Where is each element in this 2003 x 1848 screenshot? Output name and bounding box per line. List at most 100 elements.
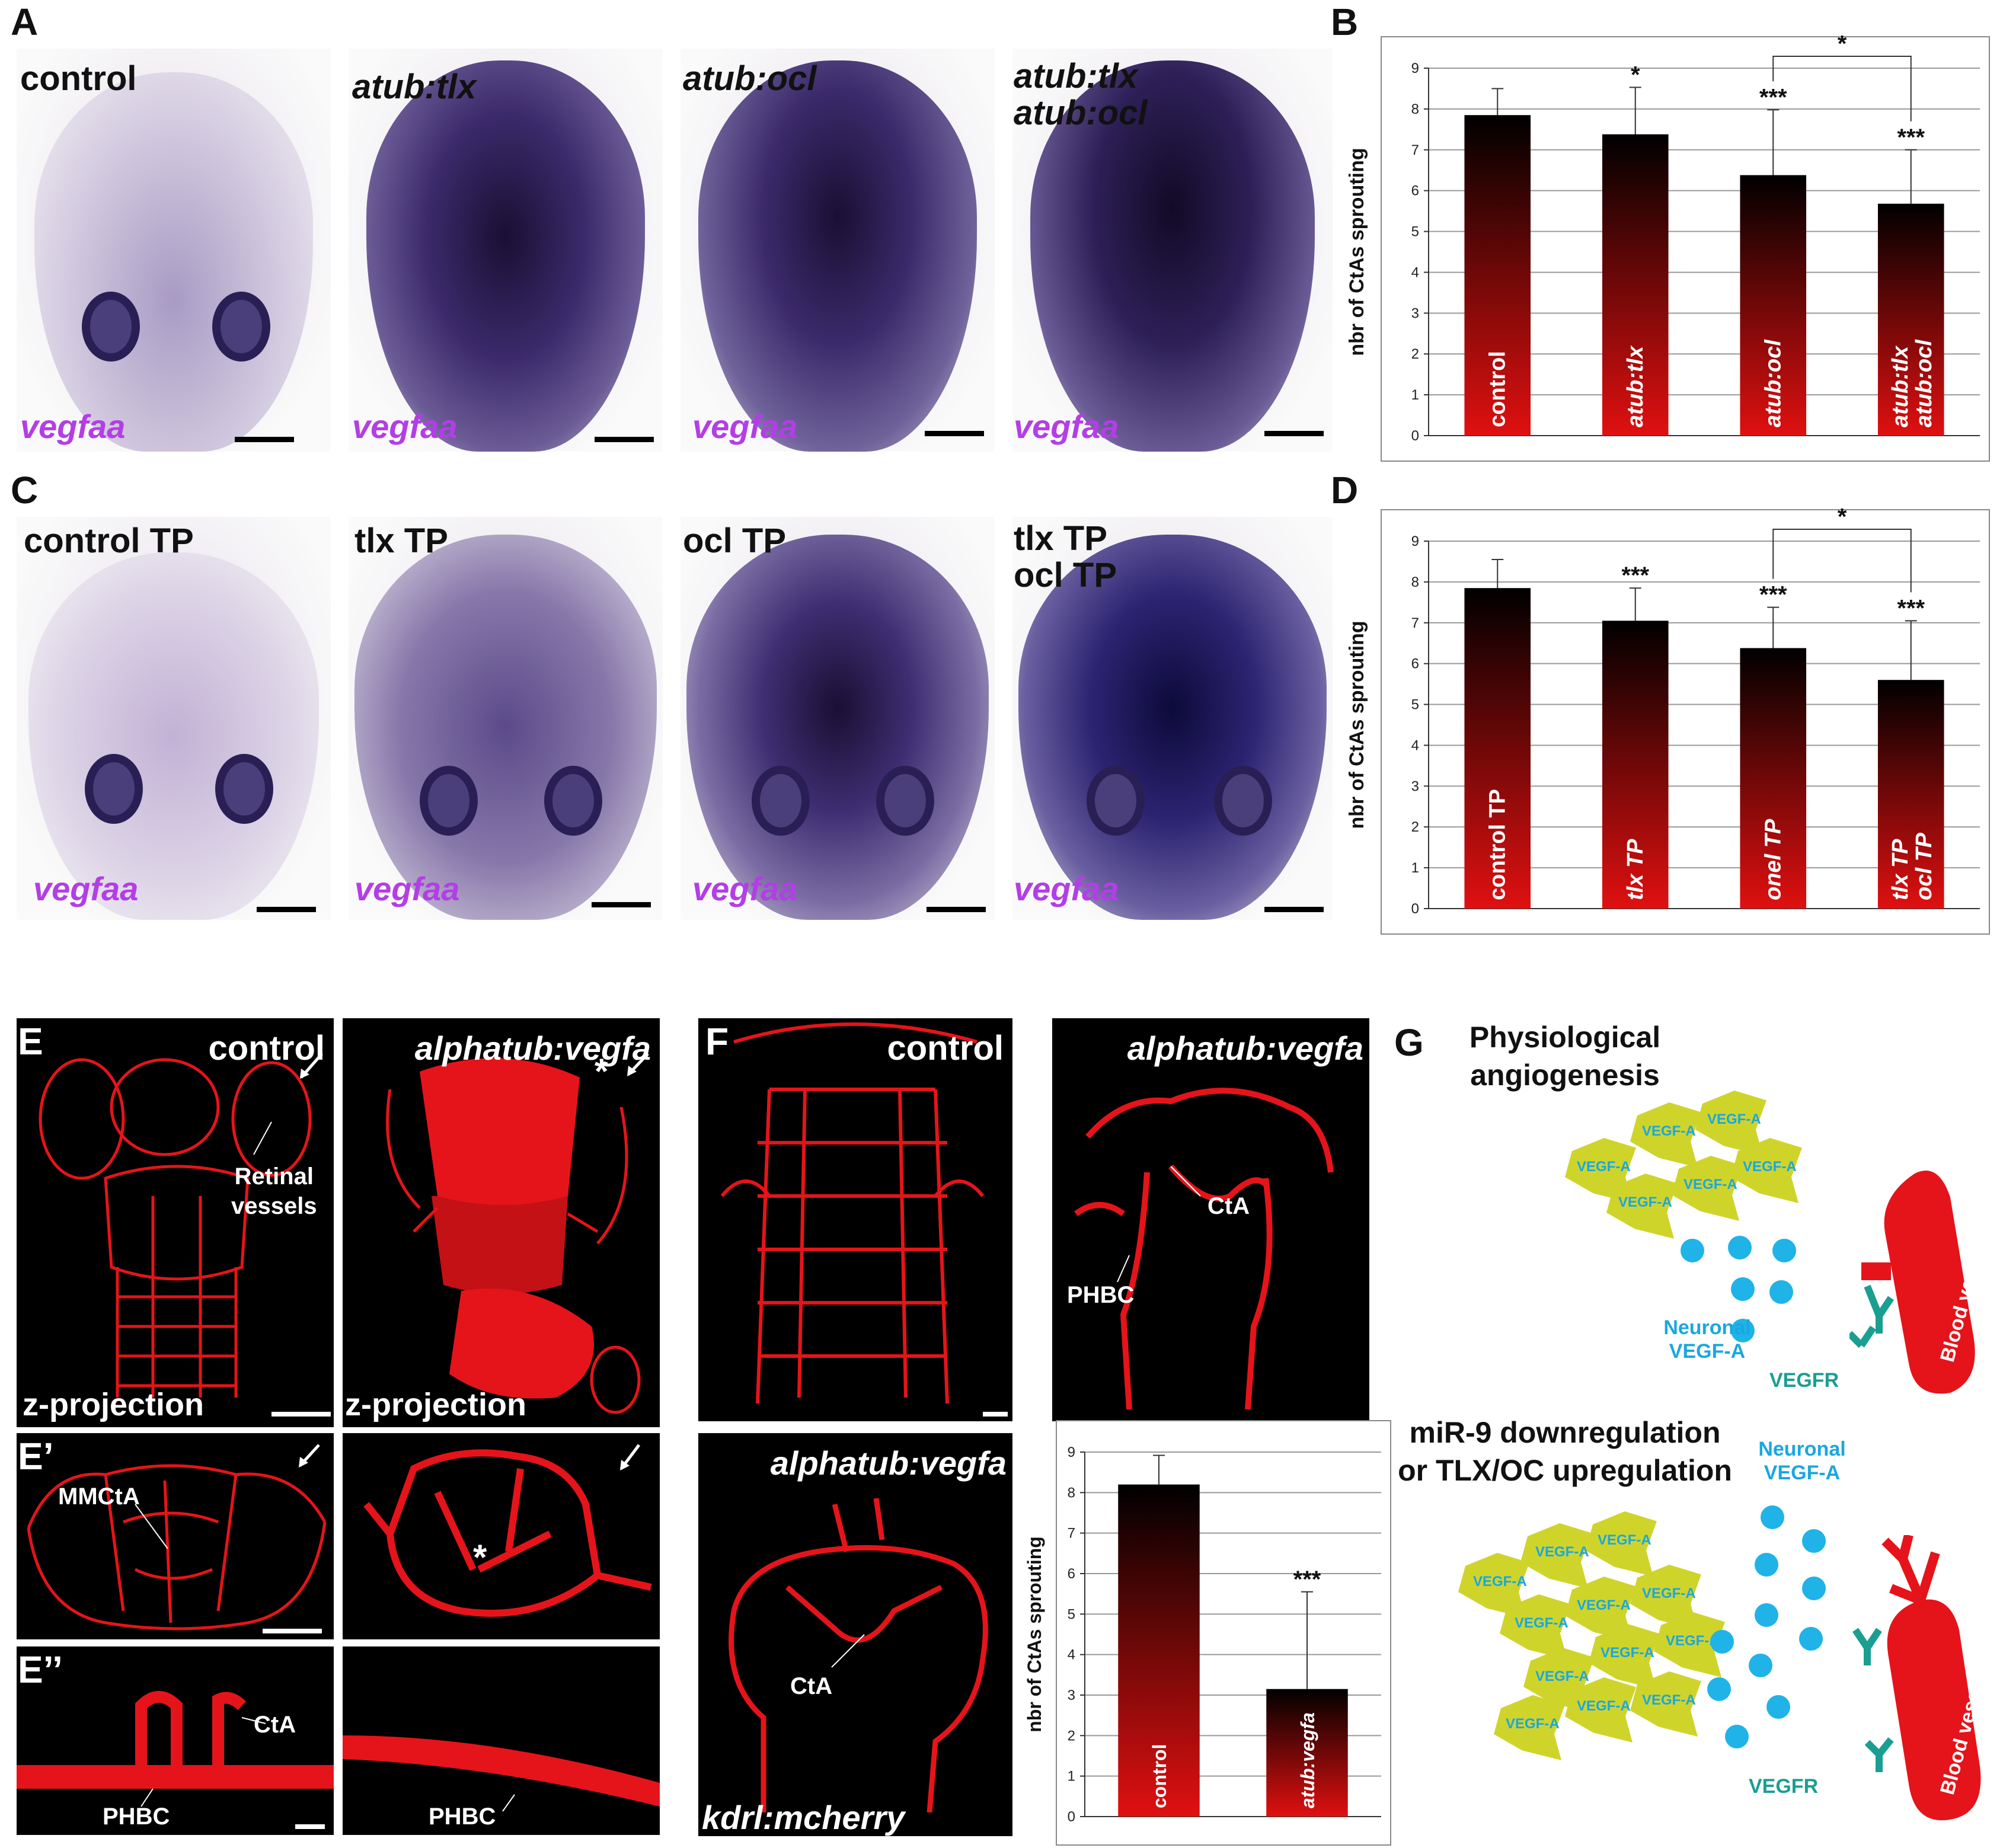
- tick-label: 7: [1411, 142, 1419, 158]
- vegf-a-text: VEGF-A: [1577, 1159, 1631, 1175]
- tick-label: 4: [1068, 1647, 1075, 1663]
- probe-label: vegfaa: [33, 870, 139, 907]
- bar: [1740, 648, 1807, 909]
- category-label: atub:ocl: [1761, 339, 1785, 427]
- panel-label-b: B: [1331, 1, 1359, 43]
- photo-c-tlx: tlx TP vegfaa: [349, 517, 663, 920]
- category-label-line: atub:ocl: [1912, 339, 1937, 427]
- panel-label-a: A: [11, 1, 39, 43]
- panel-label-e: E: [18, 1020, 43, 1063]
- tick-label: 0: [1411, 901, 1419, 917]
- receptor-icon: [1864, 1737, 1894, 1772]
- tick-label: 1: [1411, 860, 1419, 876]
- vegf-a-text: VEGF-A: [1515, 1615, 1568, 1631]
- receptor-icon: [1849, 1325, 1876, 1348]
- blood-vessel: [1884, 1171, 1975, 1394]
- probe-label: vegfaa: [354, 870, 460, 907]
- label-alphatub-vegfa: alphatub:vegfa: [1127, 1029, 1363, 1067]
- significance-mark: ***: [1759, 582, 1787, 608]
- neuronal-vegf-dot: [1772, 1239, 1796, 1262]
- tick-label: 7: [1068, 1526, 1075, 1542]
- bar: [1740, 175, 1807, 436]
- photo-a-tlx-ocl: atub:tlx atub:ocl vegfaa: [1012, 49, 1333, 452]
- neuronal-vegf-label: Neuronal VEGF-A: [1758, 1438, 1846, 1484]
- category-label-line: control TP: [1485, 789, 1510, 900]
- vegf-a-text: VEGF-A: [1683, 1176, 1737, 1192]
- significance-mark: ***: [1897, 595, 1925, 621]
- title-a4: atub:tlx atub:ocl: [1014, 57, 1148, 132]
- title-c2: tlx TP: [354, 522, 448, 560]
- category-label-line: atub:ocl: [1761, 339, 1785, 427]
- category-label: atub:tlxatub:ocl: [1888, 339, 1937, 427]
- tick-label: 0: [1411, 428, 1419, 444]
- tick-label: 0: [1068, 1809, 1075, 1825]
- g-top-diagram: VEGF-A VEGF-A VEGF-A VEGF-A VEGF-A VEGF-…: [1541, 1091, 1992, 1405]
- tick-label: 3: [1411, 778, 1419, 794]
- tick-label: 1: [1068, 1769, 1075, 1785]
- category-label-line: atub:tlx: [1623, 345, 1648, 427]
- vegf-a-text: VEGF-A: [1707, 1111, 1761, 1127]
- category-label: control TP: [1485, 789, 1510, 900]
- photo-c-tlx-ocl: tlx TP ocl TP vegfaa: [1012, 517, 1333, 920]
- neuronal-vegf-dot: [1769, 1280, 1793, 1304]
- y-axis-label: nbr of CtAs sprouting: [1346, 148, 1368, 356]
- title-a2: atub:tlx: [352, 68, 477, 106]
- bar: [1266, 1689, 1348, 1817]
- title-c3: ocl TP: [683, 522, 787, 560]
- tick-label: 9: [1068, 1444, 1075, 1460]
- bar: [1602, 621, 1669, 909]
- vegf-a-text: VEGF-A: [1598, 1532, 1651, 1548]
- label-control: control: [887, 1029, 1004, 1067]
- photo-c-control: control TP vegfaa: [17, 517, 331, 920]
- photo-a-tlx: atub:tlx vegfaa: [349, 49, 663, 452]
- neuronal-vegf-dot: [1799, 1627, 1823, 1651]
- scale-bar: [271, 1412, 331, 1417]
- neuronal-vegf-dot: [1731, 1277, 1755, 1301]
- label-phbc: PHBC: [103, 1804, 170, 1830]
- title-c4: tlx TP ocl TP: [1014, 519, 1117, 594]
- vegf-a-text: VEGF-A: [1506, 1716, 1560, 1732]
- label-mmcta: MMCtA: [58, 1483, 140, 1510]
- confocal-e-control: control z-projection: [17, 1018, 334, 1427]
- tick-label: 9: [1411, 60, 1419, 76]
- significance-mark: ***: [1621, 562, 1649, 589]
- tick-label: 4: [1411, 264, 1419, 280]
- g-bottom-diagram: VEGF-A VEGF-A VEGF-A VEGF-A VEGF-A VEGF-…: [1446, 1505, 1992, 1837]
- title-a3: atub:ocl: [683, 59, 817, 98]
- category-label-line: control: [1485, 351, 1510, 427]
- category-label-line: tlx TP: [1623, 839, 1648, 900]
- probe-label: vegfaa: [20, 408, 126, 445]
- vegf-a-text: VEGF-A: [1743, 1159, 1797, 1175]
- significance-bracket: [1772, 56, 1912, 122]
- scale-bar: [263, 1629, 322, 1633]
- vegf-a-text: VEGF-A: [1642, 1585, 1696, 1601]
- tick-label: 7: [1411, 615, 1419, 631]
- eye-right: [876, 766, 934, 836]
- neuronal-vegf-dot: [1766, 1695, 1790, 1719]
- label-z-projection: z-projection: [23, 1387, 204, 1422]
- significance-mark: ***: [1897, 124, 1925, 151]
- significance-mark: *: [1631, 62, 1640, 88]
- category-label-line: ocl TP: [1912, 832, 1937, 900]
- confocal-f-vegfa: alphatub:vegfa CtA PHBC: [1052, 1018, 1369, 1421]
- eye-right: [212, 292, 270, 362]
- confocal-e2-vegfa: PHBC: [343, 1646, 660, 1835]
- vegf-a-text: VEGF-A: [1535, 1668, 1589, 1684]
- title-a1: control: [20, 59, 137, 98]
- category-label: onel TP: [1761, 819, 1785, 900]
- probe-label: vegfaa: [1014, 870, 1119, 907]
- significance-mark: ***: [1759, 84, 1787, 110]
- g-top-vessel: Blood vessels: [1849, 1171, 1992, 1394]
- chart-b: 0 1 2 3 4 5 6 7 8 9 nbr of CtAs sprouting control at…: [1346, 36, 1990, 462]
- scale-bar: [257, 907, 316, 912]
- neuronal-vegf-dot: [1802, 1529, 1826, 1553]
- asterisk: *: [473, 1537, 487, 1577]
- vegf-a-text: VEGF-A: [1618, 1194, 1672, 1210]
- category-label: control: [1485, 351, 1510, 427]
- scale-bar: [925, 431, 984, 436]
- label-cta: CtA: [790, 1673, 832, 1699]
- panel-label-g: G: [1394, 1021, 1424, 1064]
- label-z-projection: z-projection: [345, 1387, 526, 1422]
- receptor-icon: [1864, 1284, 1894, 1334]
- tick-label: 3: [1068, 1687, 1075, 1703]
